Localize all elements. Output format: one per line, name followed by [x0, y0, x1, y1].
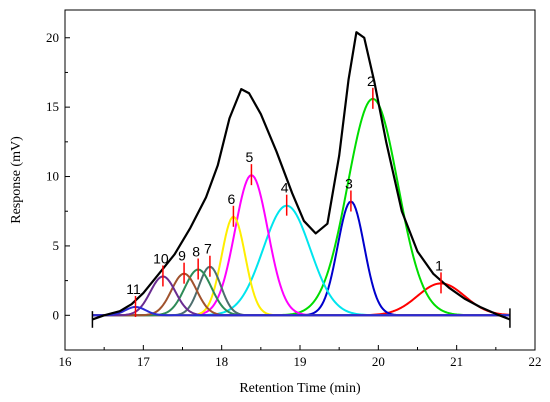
peak-curve-7: [92, 265, 510, 317]
peak-curve-10: [92, 275, 510, 317]
x-tick-label: 19: [294, 354, 307, 369]
peak-label-7: 7: [204, 241, 212, 257]
x-tick-label: 22: [529, 354, 542, 369]
x-tick-label: 20: [372, 354, 385, 369]
peak-curve-8: [92, 268, 510, 317]
x-tick-label: 21: [450, 354, 463, 369]
peak-label-6: 6: [228, 191, 236, 207]
peak-label-5: 5: [246, 149, 254, 165]
peak-labels: 1 2 3 4 5 6 789 10 11: [126, 73, 443, 297]
peak-label-10: 10: [153, 250, 169, 266]
overall-chromatogram-line: [92, 31, 511, 321]
x-tick-label: 16: [59, 354, 73, 369]
y-axis-title: Response (mV): [9, 136, 24, 224]
x-tick-label: 18: [215, 354, 228, 369]
y-tick-label: 10: [46, 169, 59, 184]
peak-label-1: 1: [435, 257, 443, 273]
peak-curve-5: [92, 174, 510, 317]
x-tick-label: 17: [137, 354, 151, 369]
peak-label-8: 8: [192, 244, 200, 260]
x-axis-ticks: 16 17 18 19 20 21 22: [59, 345, 542, 369]
peak-label-4: 4: [281, 180, 289, 196]
peak-curve-11: [92, 305, 510, 317]
overall-trace: [91, 31, 511, 328]
y-tick-label: 20: [46, 30, 59, 45]
peak-label-3: 3: [345, 176, 353, 192]
peak-label-2: 2: [367, 73, 375, 89]
peak-markers: [134, 87, 442, 317]
y-tick-label: 0: [53, 307, 60, 322]
y-tick-label: 5: [53, 238, 60, 253]
x-axis-title: Retention Time (min): [239, 381, 361, 396]
y-axis-ticks: 0 5 10 15 20: [46, 30, 70, 322]
peak-curves: [92, 97, 510, 317]
peak-label-11: 11: [126, 281, 141, 297]
peak-curve-1: [92, 282, 510, 317]
peak-label-9: 9: [178, 248, 186, 264]
y-tick-label: 15: [46, 99, 59, 114]
